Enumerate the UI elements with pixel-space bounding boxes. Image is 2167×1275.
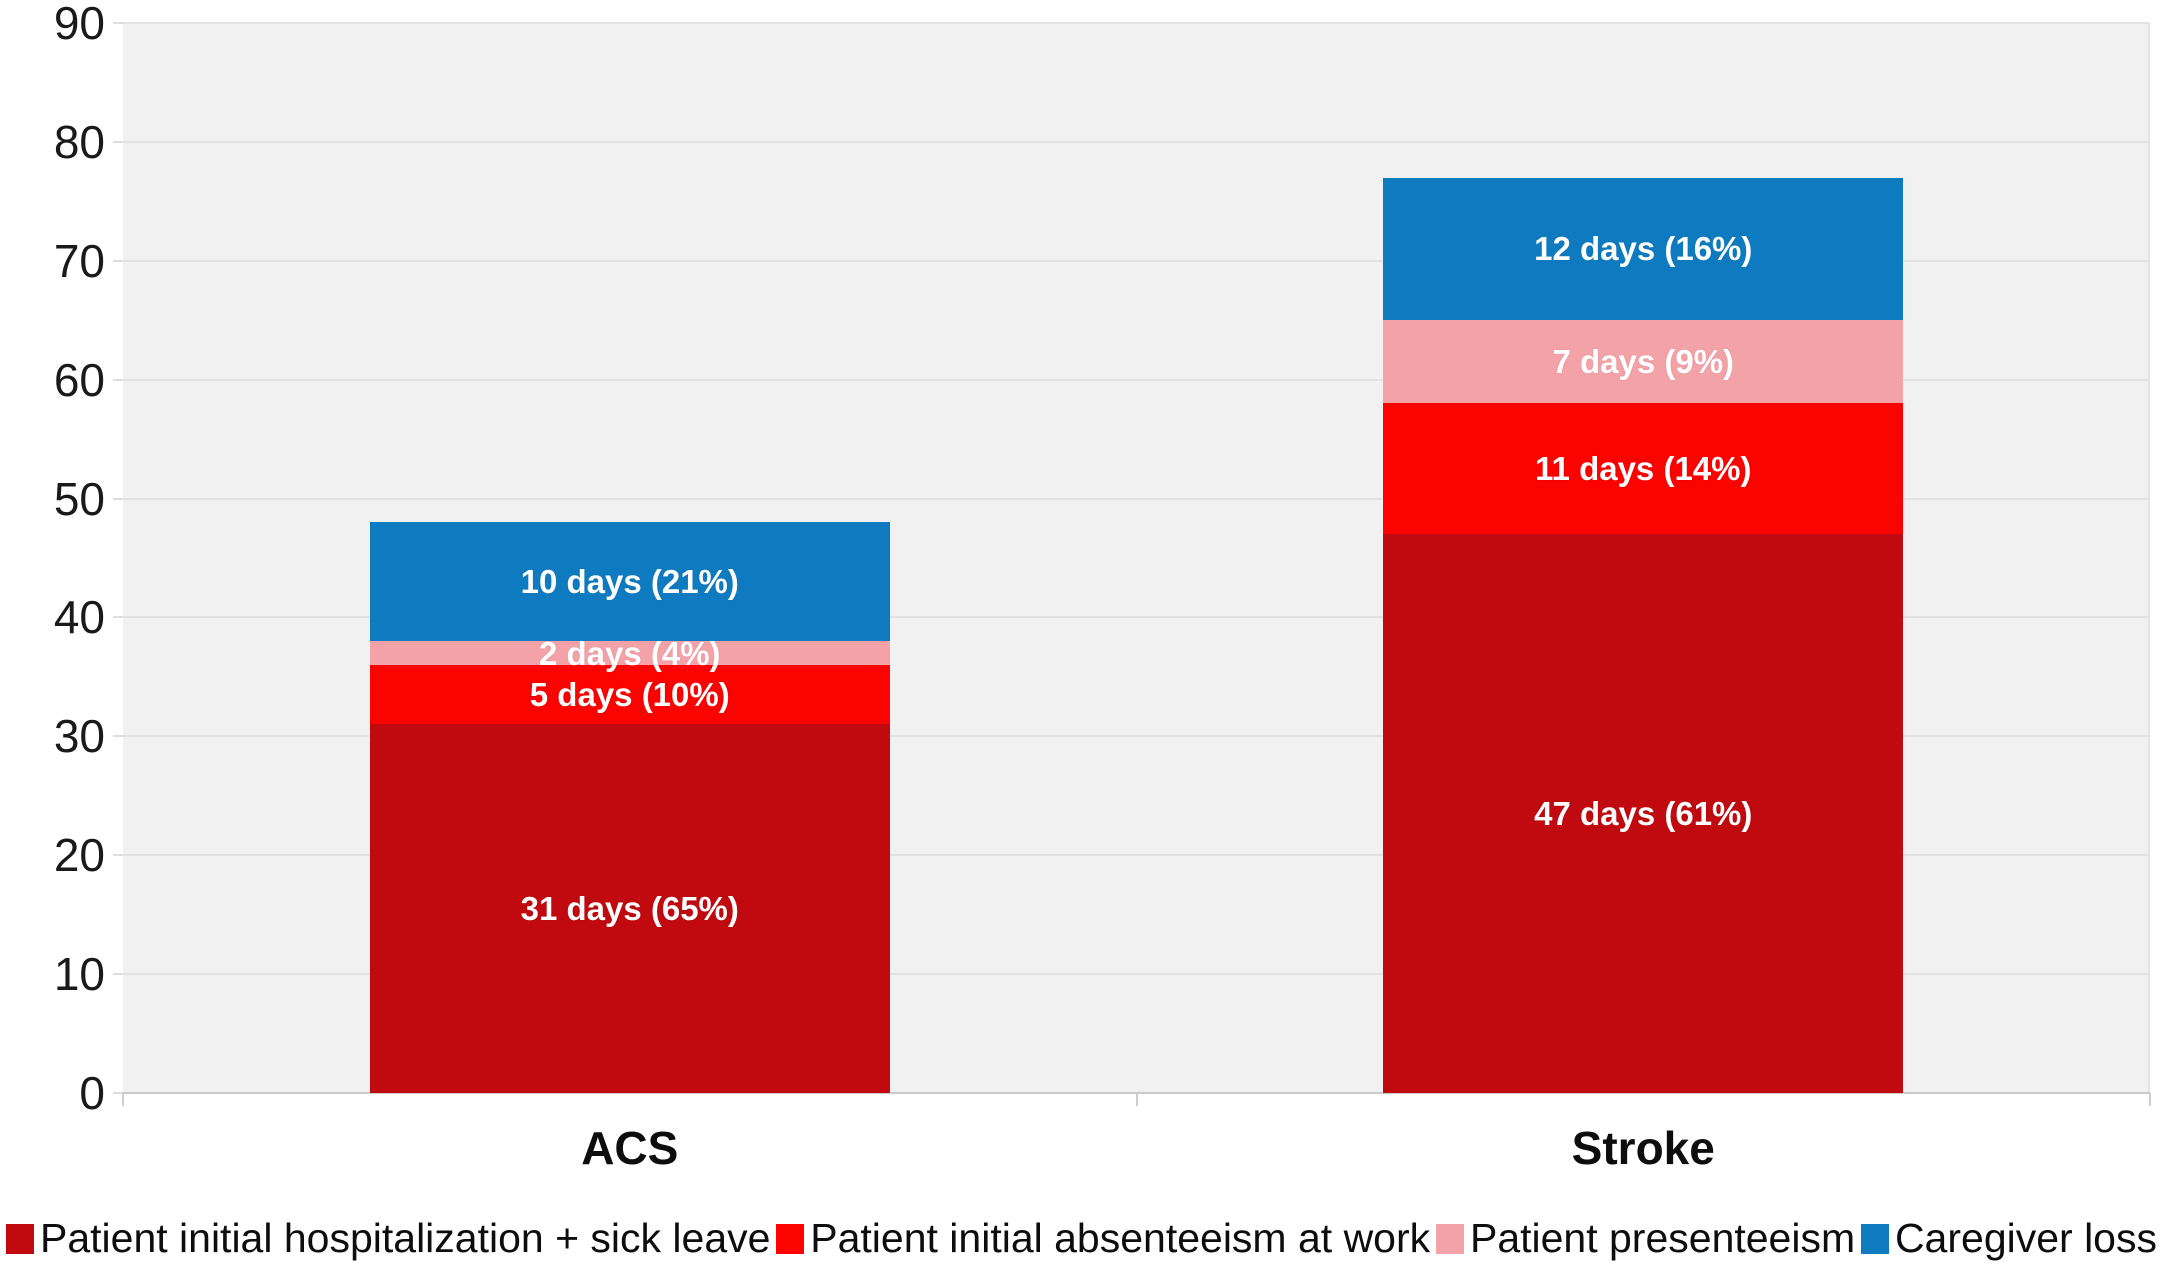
y-tick-mark-60 [113, 378, 123, 381]
legend-item-absenteeism: Patient initial absenteeism at work [776, 1218, 1430, 1259]
bar-acs: 31 days (65%) 5 days (10%) 2 days (4%) 10 d… [369, 23, 890, 1093]
segment-absenteeism-stroke: 11 days (14%) [1383, 403, 1904, 535]
x-axis-tick-1 [1135, 1093, 1138, 1106]
y-tick-mark-10 [113, 973, 123, 976]
y-tick-label-40: 40 [53, 591, 105, 644]
gridline-y-80 [123, 140, 2150, 143]
gridline-y-90 [123, 22, 2150, 24]
legend-item-presenteeism: Patient presenteeism [1435, 1215, 1856, 1261]
legend-swatch-caregiver-loss [1860, 1223, 1889, 1254]
x-axis-tick-0 [122, 1093, 124, 1106]
segment-hospitalization-stroke: 47 days (61%) [1383, 534, 1904, 1093]
segment-label-caregiver-loss-stroke: 12 days (16%) [1534, 230, 1753, 268]
gridline-y-70 [123, 259, 2150, 262]
segment-hospitalization-acs: 31 days (65%) [369, 724, 890, 1093]
legend-item-caregiver-loss: Caregiver loss [1860, 1215, 2157, 1261]
segment-presenteeism-acs: 2 days (4%) [369, 637, 890, 670]
segment-label-hospitalization-stroke: 47 days (61%) [1534, 795, 1753, 833]
legend-label-presenteeism: Patient presenteeism [1469, 1215, 1856, 1261]
gridline-y-50 [123, 497, 2150, 500]
segment-label-presenteeism-stroke: 7 days (9%) [1552, 343, 1735, 381]
legend-swatch-hospitalization [6, 1223, 34, 1254]
y-tick-mark-80 [113, 140, 123, 143]
segment-absenteeism-acs: 5 days (10%) [369, 665, 890, 725]
category-label-acs: ACS [581, 1122, 679, 1174]
gridline-y-30 [123, 735, 2150, 738]
y-tick-mark-0 [113, 1092, 123, 1094]
y-tick-mark-90 [113, 22, 123, 24]
legend-swatch-absenteeism [776, 1223, 805, 1254]
y-tick-label-80: 80 [53, 115, 105, 168]
y-tick-label-90: 90 [53, 0, 105, 49]
legend-swatch-presenteeism [1435, 1223, 1464, 1254]
y-tick-label-50: 50 [53, 472, 105, 525]
bar-stroke: 47 days (61%) 11 days (14%) 7 days (9%) 12 … [1383, 23, 1904, 1093]
segment-caregiver-loss-acs: 10 days (21%) [369, 522, 890, 642]
legend-label-absenteeism: Patient initial absenteeism at work [810, 1215, 1431, 1261]
plot-right-border [2148, 23, 2150, 1093]
gridline-y-10 [123, 973, 2150, 976]
plot-area: 31 days (65%) 5 days (10%) 2 days (4%) 10 d… [123, 22, 2150, 1094]
segment-label-presenteeism-acs: 2 days (4%) [538, 634, 721, 672]
segment-label-caregiver-loss-acs: 10 days (21%) [520, 563, 739, 601]
y-tick-label-70: 70 [53, 234, 105, 287]
legend-item-hospitalization: Patient initial hospitalization + sick l… [6, 1218, 770, 1259]
segment-label-absenteeism-acs: 5 days (10%) [529, 676, 730, 714]
category-label-stroke: Stroke [1571, 1122, 1715, 1174]
y-tick-mark-30 [113, 735, 123, 738]
y-tick-label-0: 0 [79, 1067, 105, 1119]
segment-label-absenteeism-stroke: 11 days (14%) [1535, 450, 1752, 488]
y-tick-label-20: 20 [53, 829, 105, 882]
y-tick-label-30: 30 [53, 710, 105, 763]
y-tick-label-60: 60 [53, 353, 105, 406]
gridline-y-40 [123, 616, 2150, 619]
gridline-y-20 [123, 854, 2150, 857]
y-tick-mark-20 [113, 854, 123, 857]
y-tick-mark-70 [113, 259, 123, 262]
y-tick-mark-40 [113, 616, 123, 619]
gridline-y-60 [123, 378, 2150, 381]
legend-label-caregiver-loss: Caregiver loss [1894, 1215, 2157, 1261]
legend: Patient initial hospitalization + sick l… [6, 1218, 2157, 1259]
y-tick-label-10: 10 [53, 948, 105, 1001]
segment-presenteeism-stroke: 7 days (9%) [1383, 320, 1904, 404]
y-tick-mark-50 [113, 497, 123, 500]
segment-caregiver-loss-stroke: 12 days (16%) [1383, 177, 1904, 321]
segment-label-hospitalization-acs: 31 days (65%) [520, 890, 739, 928]
legend-label-hospitalization: Patient initial hospitalization + sick l… [40, 1215, 771, 1261]
x-axis-tick-2 [2149, 1093, 2151, 1106]
